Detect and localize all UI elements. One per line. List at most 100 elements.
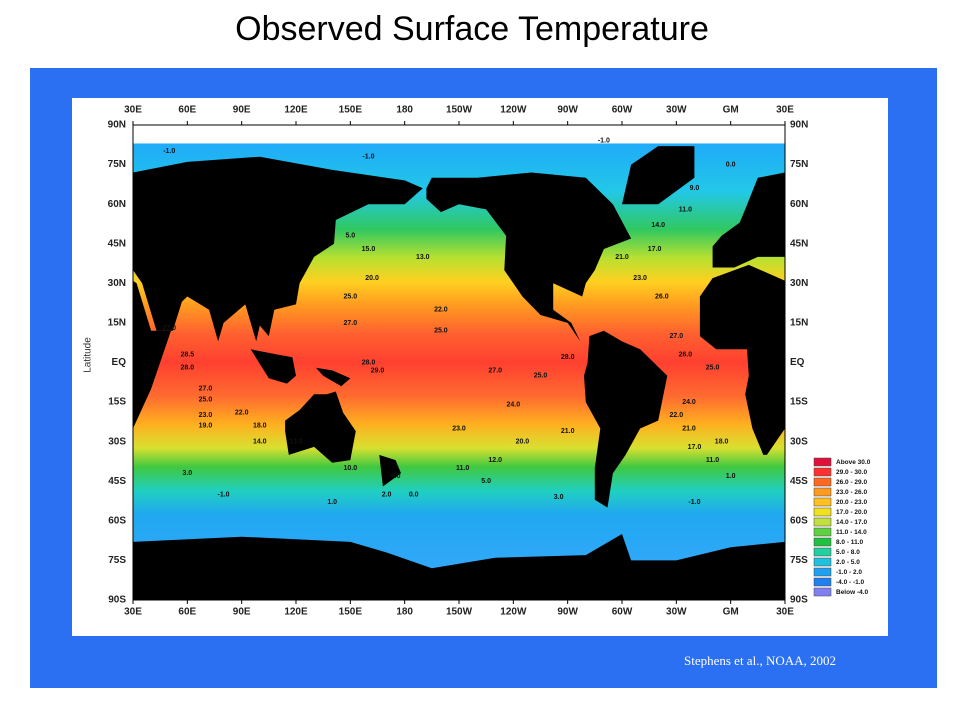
contour-label: 25.0 xyxy=(344,293,358,300)
lon-label-bottom: 150W xyxy=(446,607,473,618)
contour-label: 28.0 xyxy=(561,354,575,361)
land xyxy=(699,264,785,455)
legend-swatch xyxy=(813,517,832,527)
land xyxy=(315,367,351,387)
contour-label: 0.0 xyxy=(726,161,736,168)
land xyxy=(622,146,695,205)
contour-label: 17.0 xyxy=(688,444,702,451)
contour-label: 27.0 xyxy=(344,320,358,327)
lat-label-right: 15N xyxy=(790,318,808,329)
lat-label-right: 90N xyxy=(790,120,808,131)
contour-label: 3.0 xyxy=(182,470,192,477)
legend-swatch xyxy=(813,507,832,517)
lat-label-right: 30N xyxy=(790,278,808,289)
lon-label-top: 150W xyxy=(446,105,473,116)
legend-label: 11.0 - 14.0 xyxy=(836,529,867,536)
lat-label-left: 30N xyxy=(108,278,126,289)
lat-label-left: 90S xyxy=(108,595,126,606)
lat-label-right: 30S xyxy=(790,436,808,447)
contour-label: 1.0 xyxy=(327,499,337,506)
contour-label: 27.0 xyxy=(162,325,176,332)
legend-swatch xyxy=(813,527,832,537)
land xyxy=(379,454,401,487)
lon-label-bottom: 30E xyxy=(776,607,794,618)
legend-label: Above 30.0 xyxy=(836,459,871,466)
contour-label: 13.0 xyxy=(416,254,430,261)
contour-label: 22.0 xyxy=(235,409,249,416)
contour-label: 22.0 xyxy=(670,412,684,419)
legend-label: 17.0 - 20.0 xyxy=(836,509,867,516)
contour-label: 14.0 xyxy=(651,222,665,229)
land xyxy=(0,331,15,508)
lat-label-right: 75S xyxy=(790,555,808,566)
lon-label-top: 30E xyxy=(124,105,142,116)
legend-label: 8.0 - 11.0 xyxy=(836,539,863,546)
y-axis-label: Latitude xyxy=(83,337,94,373)
legend-label: 23.0 - 26.0 xyxy=(836,489,867,496)
contour-label: 23.0 xyxy=(633,275,647,282)
contour-label: 28.5 xyxy=(181,351,195,358)
lat-label-left: 30S xyxy=(108,436,126,447)
legend-swatch xyxy=(813,487,832,497)
contour-label: 12.0 xyxy=(488,457,502,464)
contour-label: 27.0 xyxy=(199,386,213,393)
lon-label-bottom: GM xyxy=(723,607,739,618)
land xyxy=(285,391,356,463)
contour-label: -1.0 xyxy=(598,138,610,145)
lat-label-left: 45S xyxy=(108,476,126,487)
legend-swatch xyxy=(813,567,832,577)
lon-label-top: 90W xyxy=(557,105,578,116)
citation: Stephens et al., NOAA, 2002 xyxy=(684,653,836,668)
lat-label-right: 15S xyxy=(790,397,808,408)
lat-label-left: 60S xyxy=(108,515,126,526)
lat-label-right: 75N xyxy=(790,159,808,170)
contour-label: 24.0 xyxy=(507,402,521,409)
contour-label: -1.0 xyxy=(163,148,175,155)
legend-label: 2.0 - 5.0 xyxy=(836,559,860,566)
lat-label-right: 45S xyxy=(790,476,808,487)
contour-label: 9.0 xyxy=(690,185,700,192)
lon-label-bottom: 60E xyxy=(178,607,196,618)
contour-label: 23.0 xyxy=(199,412,213,419)
land xyxy=(133,280,171,429)
contour-label: 20.0 xyxy=(365,275,379,282)
lon-label-top: 90E xyxy=(233,105,251,116)
legend-label: 29.0 - 30.0 xyxy=(836,469,867,476)
contour-label: -1.0 xyxy=(688,499,700,506)
contour-label: 15.0 xyxy=(362,246,376,253)
lon-label-top: 60E xyxy=(178,105,196,116)
contour-label: 24.0 xyxy=(682,399,696,406)
lon-label-top: 30E xyxy=(776,105,794,116)
land xyxy=(133,156,423,342)
contour-label: 10.0 xyxy=(344,465,358,472)
contour-label: 14.0 xyxy=(253,439,267,446)
contour-label: 27.0 xyxy=(670,333,684,340)
contour-label: 27.0 xyxy=(488,367,502,374)
lat-label-left: 45N xyxy=(108,238,126,249)
contour-label: 11.0 xyxy=(706,457,719,464)
contour-label: 28.0 xyxy=(362,359,376,366)
lat-label-right: 45N xyxy=(790,238,808,249)
contour-label: 3.0 xyxy=(554,494,564,501)
contour-label: 13.0 xyxy=(289,439,303,446)
contour-label: 11.0 xyxy=(679,206,692,213)
legend-label: 20.0 - 23.0 xyxy=(836,499,867,506)
lon-label-bottom: 180 xyxy=(396,607,413,618)
contour-label: 22.0 xyxy=(434,307,448,314)
lon-label-top: 120W xyxy=(500,105,527,116)
lon-label-bottom: 60W xyxy=(612,607,633,618)
land xyxy=(584,330,668,508)
lat-label-left: EQ xyxy=(112,357,127,368)
lon-label-top: 180 xyxy=(396,105,413,116)
lon-label-top: GM xyxy=(723,105,739,116)
lat-label-left: 75S xyxy=(108,555,126,566)
contour-label: 25.0 xyxy=(706,365,720,372)
lat-label-left: 15S xyxy=(108,397,126,408)
contour-label: 0.0 xyxy=(409,491,419,498)
contour-label: 5.0 xyxy=(481,478,491,485)
legend-label: -1.0 - 2.0 xyxy=(836,569,862,576)
contour-label: 26.0 xyxy=(679,351,693,358)
legend-swatch xyxy=(813,577,832,587)
lon-label-top: 30W xyxy=(666,105,687,116)
lon-label-bottom: 90E xyxy=(233,607,251,618)
